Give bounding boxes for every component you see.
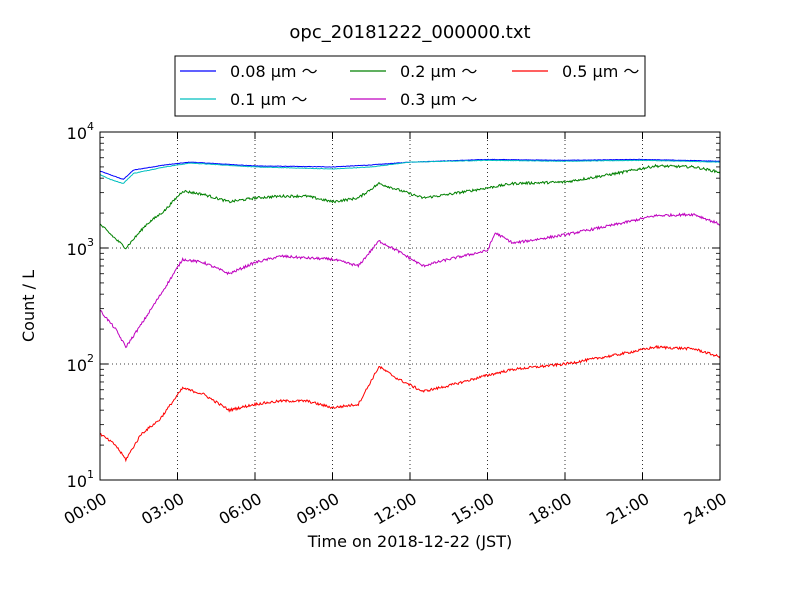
x-tick-label: 24:00 [681,489,730,529]
legend-label: 0.5 μm ～ [562,62,639,81]
series-line [99,163,721,250]
y-tick-label: 102 [67,352,94,375]
x-tick-label: 06:00 [216,489,265,529]
x-tick-label: 15:00 [448,489,497,529]
y-tick-label: 104 [67,120,94,143]
ticks [99,131,721,481]
legend-label: 0.1 μm ～ [230,90,307,109]
legend: 0.08 μm ～ 0.1 μm ～ 0.2 μm ～ 0.3 μm ～ 0.5 μm … [174,55,646,117]
x-tick-labels: 00:00 03:00 06:00 09:00 12:00 15:00 18:00 21:00… [61,489,730,529]
y-tick-label: 101 [67,468,94,491]
legend-label: 0.3 μm ～ [400,90,477,109]
x-tick-label: 12:00 [371,489,420,529]
x-axis-label: Time on 2018-12-22 (JST) [307,532,512,551]
grid [100,132,720,480]
y-axis-label: Count / L [19,270,38,342]
legend-box [174,55,646,117]
series-line [99,159,721,184]
x-tick-label: 21:00 [603,489,652,529]
legend-label: 0.08 μm ～ [230,62,318,81]
y-tick-labels: 101 102 103 104 [67,120,94,491]
series-line [99,344,721,463]
legend-label: 0.2 μm ～ [400,62,477,81]
x-tick-label: 09:00 [293,489,342,529]
x-tick-label: 03:00 [138,489,187,529]
x-tick-label: 00:00 [61,489,110,529]
chart-title: opc_20181222_000000.txt [289,22,530,43]
series-line [99,212,721,349]
y-tick-label: 103 [67,236,94,259]
series-layer [99,158,721,463]
x-tick-label: 18:00 [526,489,575,529]
